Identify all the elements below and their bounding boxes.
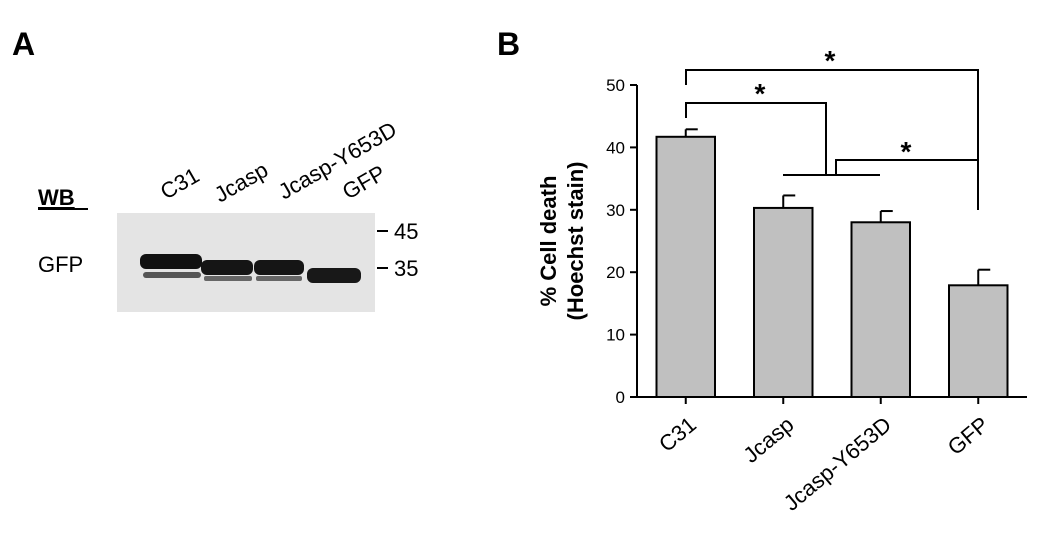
x-tick-label: GFP xyxy=(943,412,994,460)
band xyxy=(143,272,201,278)
band xyxy=(254,260,304,275)
x-tick-label: C31 xyxy=(654,412,701,457)
lane-label: Jcasp xyxy=(210,157,272,207)
y-axis-label: (Hoechst stain) xyxy=(563,162,588,321)
marker-label: 45 xyxy=(394,219,418,244)
x-tick-label: Jcasp xyxy=(738,412,798,468)
error-bar xyxy=(684,128,698,137)
significance: * xyxy=(901,136,912,167)
significance: * xyxy=(755,78,766,109)
error-bar xyxy=(879,210,893,223)
bar xyxy=(753,206,814,398)
y-tick-label: 50 xyxy=(606,76,625,95)
bar xyxy=(948,284,1009,398)
band xyxy=(201,260,253,275)
protein-label: GFP xyxy=(38,252,83,277)
y-tick-label: 30 xyxy=(606,201,625,220)
panel-label: A xyxy=(12,26,35,62)
y-axis-label: % Cell death xyxy=(536,176,561,307)
y-tick-label: 20 xyxy=(606,263,625,282)
error-bar xyxy=(977,268,991,286)
x-tick-label: Jcasp-Y653D xyxy=(779,412,896,516)
lane-label: Jcasp-Y653D xyxy=(274,117,401,205)
bar xyxy=(850,221,911,398)
band xyxy=(140,254,202,269)
lane-label: C31 xyxy=(156,162,203,204)
marker-label: 35 xyxy=(394,256,418,281)
significance-brackets xyxy=(685,69,979,210)
panel-label: B xyxy=(497,26,520,62)
band xyxy=(204,276,252,281)
band xyxy=(307,268,361,283)
error-bar xyxy=(782,194,796,208)
y-tick-label: 10 xyxy=(606,326,625,345)
y-tick-label: 40 xyxy=(606,138,625,157)
blot-label: WB xyxy=(38,185,75,210)
significance: * xyxy=(825,45,836,76)
y-tick-label: 0 xyxy=(616,388,625,407)
bracket xyxy=(685,69,979,210)
bracket xyxy=(835,159,979,210)
band xyxy=(256,276,302,281)
bar xyxy=(655,135,716,399)
bracket xyxy=(685,102,827,175)
